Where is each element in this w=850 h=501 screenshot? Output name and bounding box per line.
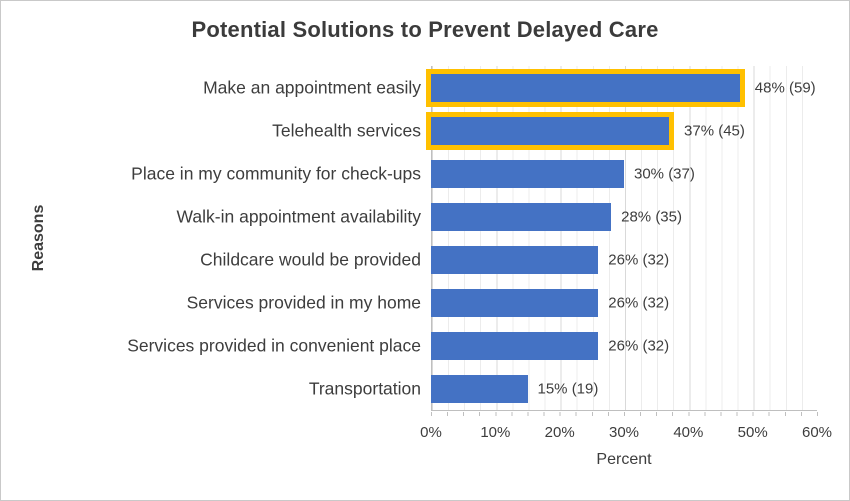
bar-row: Childcare would be provided 26% (32): [1, 239, 850, 282]
x-tick-label: 60%: [801, 424, 833, 441]
chart-title: Potential Solutions to Prevent Delayed C…: [191, 17, 659, 42]
category-label: Services provided in convenient place: [127, 335, 421, 356]
bar-row: Services provided in convenient place 26%…: [1, 325, 850, 368]
x-tick-label: 10%: [480, 424, 511, 441]
x-tick-label: 30%: [608, 424, 640, 441]
value-label: 26% (32): [608, 251, 670, 269]
x-tick-label: 0%: [420, 424, 442, 441]
bar-row: Transportation 15% (19): [1, 368, 850, 411]
bar-row: Services provided in my home 26% (32): [1, 282, 850, 325]
bar-row: Telehealth services 37% (45): [1, 109, 850, 152]
bar-row: Walk-in appointment availability 28% (35): [1, 195, 850, 238]
value-label: 30% (37): [634, 165, 695, 183]
value-label: 26% (32): [608, 294, 670, 312]
category-label: Place in my community for check-ups: [131, 163, 421, 184]
bar: [431, 159, 624, 188]
value-label: 15% (19): [537, 380, 599, 398]
bar: [431, 289, 599, 318]
category-label: Telehealth services: [272, 120, 421, 141]
value-label: 26% (32): [608, 337, 670, 355]
x-axis-title: Percent: [596, 451, 652, 468]
bar-highlighted: [426, 111, 675, 150]
x-tick-label: 20%: [544, 424, 575, 441]
x-tick-label: 40%: [673, 424, 704, 441]
value-label: 37% (45): [684, 122, 745, 140]
bar-highlighted: [426, 68, 745, 107]
x-tick-label: 50%: [737, 424, 768, 441]
category-label: Services provided in my home: [186, 292, 421, 313]
bar: [431, 246, 599, 275]
bar-row: Place in my community for check-ups 30% (…: [1, 152, 850, 195]
bar: [431, 202, 612, 231]
bar: [431, 375, 528, 404]
x-axis-tick-marks: [431, 412, 818, 416]
bar-rows: Make an appointment easily 48% (59) Telehe…: [1, 66, 850, 411]
category-label: Childcare would be provided: [200, 249, 421, 270]
bar-row: Make an appointment easily 48% (59): [1, 66, 850, 109]
category-label: Transportation: [308, 378, 421, 399]
value-label: 28% (35): [621, 208, 682, 226]
category-label: Make an appointment easily: [203, 77, 421, 98]
category-label: Walk-in appointment availability: [176, 206, 421, 227]
x-axis-tick-labels: 0% 10% 20% 30% 40% 50% 60%: [420, 424, 832, 444]
value-label: 48% (59): [754, 79, 816, 97]
bar: [431, 332, 599, 361]
